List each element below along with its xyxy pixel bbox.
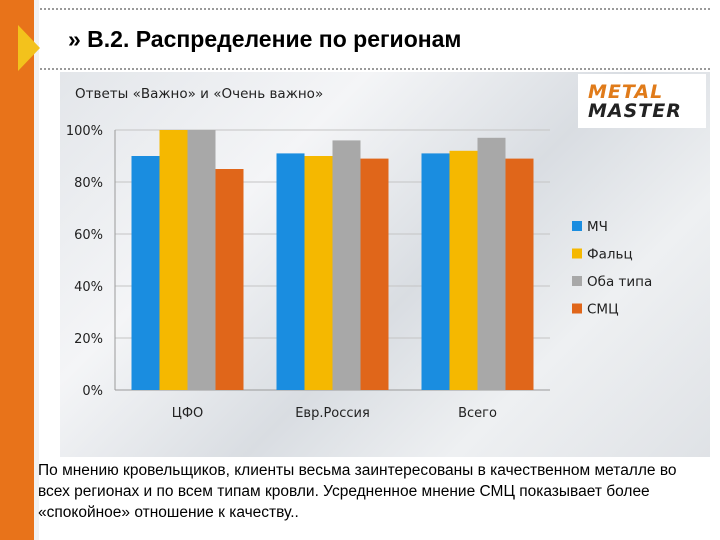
legend-label: Фальц (587, 247, 633, 263)
chevron-icon (18, 25, 40, 71)
bar (187, 130, 216, 390)
slide-header: » В.2. Распределение по регионам (40, 8, 710, 70)
y-tick-label: 60% (74, 228, 103, 243)
bar (477, 137, 506, 390)
legend-label: Оба типа (587, 274, 652, 290)
legend-swatch (572, 276, 582, 286)
bar (215, 169, 244, 390)
y-tick-label: 40% (74, 280, 103, 295)
x-tick-label: Евр.Россия (295, 406, 370, 421)
bar (360, 158, 389, 390)
legend-swatch (572, 248, 582, 259)
bar (159, 130, 188, 390)
bar (276, 153, 305, 390)
y-tick-label: 0% (82, 384, 103, 399)
left-accent-bar (0, 0, 34, 540)
x-tick-label: ЦФО (172, 406, 204, 421)
slide-title: » В.2. Распределение по регионам (68, 26, 462, 52)
legend-label: СМЦ (587, 302, 619, 318)
y-tick-label: 100% (66, 124, 103, 139)
bar (304, 156, 333, 390)
bar (131, 156, 160, 390)
left-divider (34, 0, 39, 540)
metal-master-logo: METAL MASTER (578, 74, 706, 128)
logo-text-master: MASTER (588, 100, 682, 122)
bar (505, 158, 534, 390)
bar (449, 150, 478, 390)
logo-text-metal: METAL (588, 81, 664, 103)
bar (421, 153, 450, 390)
chart-title: Ответы «Важно» и «Очень важно» (75, 86, 323, 102)
bar-chart: Ответы «Важно» и «Очень важно» 0% 20% 40% 60… (66, 86, 652, 421)
y-tick-label: 80% (74, 176, 103, 191)
chart-panel: METAL MASTER Ответы «Важно» и «Очень важ… (60, 72, 710, 457)
bar (332, 140, 361, 390)
legend-label: МЧ (587, 219, 608, 235)
y-tick-label: 20% (74, 332, 103, 347)
x-tick-label: Всего (458, 406, 497, 421)
legend-swatch (572, 221, 582, 231)
slide-caption: По мнению кровельщиков, клиенты весьма з… (38, 462, 677, 521)
legend-swatch (572, 303, 582, 314)
